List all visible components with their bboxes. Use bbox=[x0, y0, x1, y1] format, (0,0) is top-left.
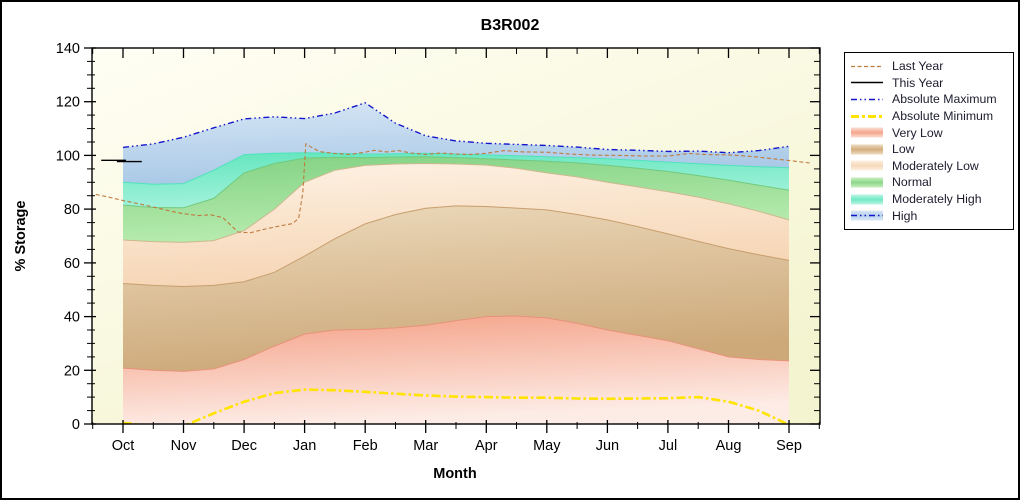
month-label: Mar bbox=[413, 438, 438, 454]
chart-canvas: 0 20 40 60 80 100 120 140 Oct Nov Dec Jan Feb Mar Apr M… bbox=[56, 41, 821, 454]
last-year-line bbox=[95, 142, 812, 234]
band-edge bbox=[122, 205, 790, 288]
legend-label: Moderately High bbox=[892, 192, 982, 207]
band-high bbox=[123, 102, 789, 185]
band-edge bbox=[122, 315, 790, 372]
y-tick-label: 100 bbox=[56, 148, 80, 164]
legend-swatch-icon bbox=[850, 209, 884, 222]
month-label: Dec bbox=[231, 438, 257, 454]
legend-label: Absolute Minimum bbox=[892, 109, 994, 124]
month-label: Aug bbox=[716, 438, 742, 454]
legend-item: Normal bbox=[850, 174, 1009, 191]
legend-label: Very Low bbox=[892, 125, 943, 140]
month-label: Jan bbox=[293, 438, 316, 454]
x-axis-label: Month bbox=[433, 466, 476, 482]
absolute-minimum-line bbox=[122, 388, 790, 424]
month-label: Jun bbox=[596, 438, 619, 454]
legend-swatch-icon bbox=[850, 110, 884, 123]
y-tick-label: 40 bbox=[64, 310, 80, 326]
legend-label: Last Year bbox=[892, 59, 944, 74]
y-tick-label: 20 bbox=[64, 363, 80, 379]
legend-swatch-icon bbox=[850, 76, 884, 89]
legend-item: Very Low bbox=[850, 124, 1009, 141]
chart-title: B3R002 bbox=[481, 17, 540, 34]
legend-swatch-icon bbox=[850, 60, 884, 73]
y-tick-label: 0 bbox=[72, 417, 80, 433]
legend-label: Normal bbox=[892, 175, 932, 190]
month-label: May bbox=[533, 438, 561, 454]
legend-swatch-icon bbox=[850, 126, 884, 139]
legend-item: Moderately High bbox=[850, 191, 1009, 208]
legend: Last Year This Year Absolute Maximum Absolu… bbox=[844, 52, 1014, 230]
legend-label: This Year bbox=[892, 75, 944, 90]
legend-item: Low bbox=[850, 141, 1009, 158]
legend-swatch-icon bbox=[850, 193, 884, 206]
band-edge bbox=[122, 162, 790, 243]
y-tick-label: 80 bbox=[64, 202, 80, 218]
y-tick-label: 120 bbox=[56, 95, 80, 111]
month-label: Feb bbox=[353, 438, 378, 454]
legend-item: This Year bbox=[850, 75, 1009, 92]
legend-label: Low bbox=[892, 142, 915, 157]
band-very-low bbox=[123, 316, 789, 424]
legend-label: Moderately Low bbox=[892, 158, 979, 173]
legend-item: Absolute Minimum bbox=[850, 108, 1009, 125]
band-moderately-low bbox=[123, 163, 789, 287]
month-label: Jul bbox=[659, 438, 678, 454]
legend-swatch-icon bbox=[850, 176, 884, 189]
y-axis-label: % Storage bbox=[13, 201, 29, 272]
legend-swatch-icon bbox=[850, 93, 884, 106]
band-low bbox=[123, 205, 789, 372]
y-tick-label: 60 bbox=[64, 256, 80, 272]
y-tick-label: 140 bbox=[56, 41, 80, 57]
legend-label: Absolute Maximum bbox=[892, 92, 997, 107]
month-label: Nov bbox=[171, 438, 198, 454]
month-label: Oct bbox=[112, 438, 135, 454]
band-edge bbox=[122, 156, 790, 209]
legend-item: Moderately Low bbox=[850, 158, 1009, 175]
legend-swatch-icon bbox=[850, 159, 884, 172]
legend-label: High bbox=[892, 208, 918, 223]
band-normal bbox=[123, 156, 789, 243]
month-label: Apr bbox=[475, 438, 498, 454]
month-label: Sep bbox=[776, 438, 802, 454]
legend-item: Last Year bbox=[850, 58, 1009, 75]
legend-item: High bbox=[850, 207, 1009, 224]
legend-item: Absolute Maximum bbox=[850, 91, 1009, 108]
legend-swatch-icon bbox=[850, 143, 884, 156]
